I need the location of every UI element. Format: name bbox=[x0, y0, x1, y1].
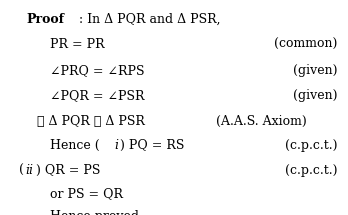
Text: i: i bbox=[114, 139, 119, 152]
Text: ) PQ = RS: ) PQ = RS bbox=[120, 139, 184, 152]
Text: Hence proved.: Hence proved. bbox=[50, 210, 143, 215]
Text: (given): (given) bbox=[293, 64, 338, 77]
Text: Proof: Proof bbox=[26, 12, 64, 26]
Text: ∠PQR = ∠PSR: ∠PQR = ∠PSR bbox=[50, 89, 145, 102]
Text: (common): (common) bbox=[274, 38, 338, 51]
Text: or PS = QR: or PS = QR bbox=[50, 187, 124, 200]
Text: (c.p.c.t.): (c.p.c.t.) bbox=[285, 139, 338, 152]
Text: (given): (given) bbox=[293, 89, 338, 102]
Text: Hence (: Hence ( bbox=[50, 139, 100, 152]
Text: ) QR = PS: ) QR = PS bbox=[36, 164, 100, 177]
Text: PR = PR: PR = PR bbox=[50, 38, 105, 51]
Text: ii: ii bbox=[26, 164, 34, 177]
Text: (: ( bbox=[19, 164, 24, 177]
Text: ∴ Δ PQR ≅ Δ PSR: ∴ Δ PQR ≅ Δ PSR bbox=[37, 115, 144, 128]
Text: (A.A.S. Axiom): (A.A.S. Axiom) bbox=[216, 115, 307, 128]
Text: ∠PRQ = ∠RPS: ∠PRQ = ∠RPS bbox=[50, 64, 145, 77]
Text: (c.p.c.t.): (c.p.c.t.) bbox=[285, 164, 338, 177]
Text: : In Δ PQR and Δ PSR,: : In Δ PQR and Δ PSR, bbox=[75, 12, 221, 26]
